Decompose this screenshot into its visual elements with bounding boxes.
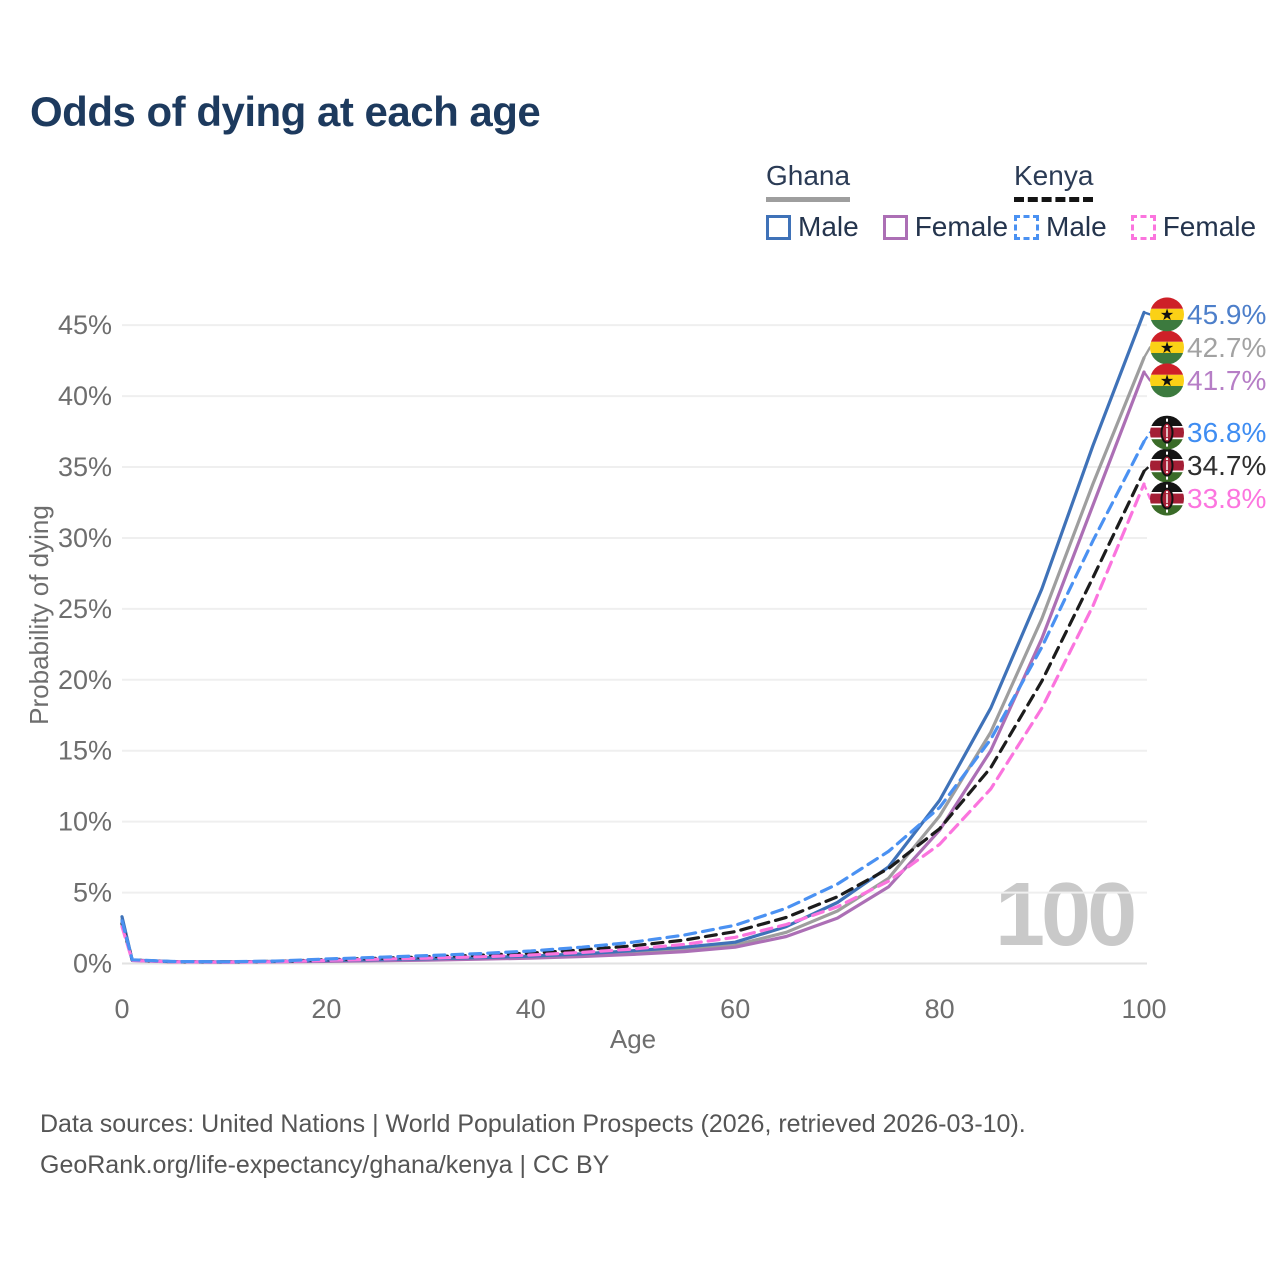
legend-item-ghana-male[interactable]: Male <box>766 211 859 243</box>
legend-label-kenya-female: Female <box>1162 211 1257 242</box>
legend-item-kenya-male[interactable]: Male <box>1014 211 1107 243</box>
series-line-kenya-male[interactable] <box>120 439 1146 964</box>
flag-ghana-icon: ★ <box>1150 363 1184 398</box>
end-label-ghana-male: 45.9% <box>1187 299 1266 330</box>
flag-ghana-icon: ★ <box>1150 330 1184 365</box>
watermark-age-100: 100 <box>995 865 1137 965</box>
x-tick-label: 0 <box>114 994 129 1024</box>
legend-group-kenya: Kenya Male Female <box>1014 160 1280 243</box>
x-tick-label: 80 <box>925 994 955 1024</box>
y-tick-label: 30% <box>58 523 112 553</box>
y-tick-label: 15% <box>58 736 112 766</box>
y-tick-label: 20% <box>58 665 112 695</box>
end-label-kenya-male: 36.8% <box>1187 417 1266 448</box>
x-tick-label: 100 <box>1121 994 1166 1024</box>
end-label-kenya-both: 34.7% <box>1187 450 1266 481</box>
y-axis-title: Probability of dying <box>24 505 54 725</box>
svg-text:★: ★ <box>1160 340 1174 357</box>
end-label-ghana-both: 42.7% <box>1187 332 1266 363</box>
y-tick-label: 10% <box>58 807 112 837</box>
y-tick-label: 45% <box>58 310 112 340</box>
legend-label-ghana-female: Female <box>914 211 1009 242</box>
series-line-kenya-female[interactable] <box>120 482 1146 964</box>
svg-text:★: ★ <box>1160 307 1174 324</box>
flag-kenya-icon <box>1150 481 1184 516</box>
legend-item-kenya-female[interactable]: Female <box>1130 211 1257 243</box>
legend-label-kenya-male: Male <box>1046 211 1107 242</box>
x-axis-title: Age <box>610 1024 656 1054</box>
footer: Data sources: United Nations | World Pop… <box>40 1104 1026 1186</box>
y-tick-label: 0% <box>73 949 112 979</box>
series-line-ghana-male[interactable] <box>120 310 1146 964</box>
end-label-ghana-female: 41.7% <box>1187 365 1266 396</box>
footer-data-sources: Data sources: United Nations | World Pop… <box>40 1110 1026 1138</box>
footer-attribution[interactable]: GeoRank.org/life-expectancy/ghana/kenya … <box>40 1151 610 1179</box>
kenya-female-swatch-icon <box>1130 214 1156 240</box>
x-tick-label: 60 <box>720 994 750 1024</box>
ghana-male-swatch-icon <box>766 214 791 240</box>
kenya-male-swatch-icon <box>1014 214 1039 240</box>
legend-items-ghana: Male Female <box>766 211 1032 243</box>
legend-country-kenya[interactable]: Kenya <box>1014 160 1094 202</box>
legend-item-ghana-female[interactable]: Female <box>882 211 1009 243</box>
series-line-ghana-both[interactable] <box>120 356 1146 964</box>
x-tick-label: 40 <box>516 994 546 1024</box>
series-line-ghana-female[interactable] <box>120 370 1146 964</box>
flag-kenya-icon <box>1150 415 1184 450</box>
y-tick-label: 35% <box>58 452 112 482</box>
y-tick-label: 5% <box>73 878 112 908</box>
legend-items-kenya: Male Female <box>1014 211 1280 243</box>
flag-kenya-icon <box>1150 448 1184 483</box>
x-tick-label: 20 <box>311 994 341 1024</box>
y-tick-label: 25% <box>58 594 112 624</box>
y-tick-label: 40% <box>58 381 112 411</box>
legend-country-ghana[interactable]: Ghana <box>766 160 851 202</box>
page-title: Odds of dying at each age <box>30 88 541 135</box>
series-line-kenya-both[interactable] <box>120 469 1146 964</box>
legend-label-ghana-male: Male <box>798 211 859 242</box>
legend-group-ghana: Ghana Male Female <box>766 160 1032 243</box>
svg-text:★: ★ <box>1160 373 1174 390</box>
end-label-kenya-female: 33.8% <box>1187 483 1266 514</box>
ghana-female-swatch-icon <box>882 214 908 240</box>
flag-ghana-icon: ★ <box>1150 297 1184 332</box>
